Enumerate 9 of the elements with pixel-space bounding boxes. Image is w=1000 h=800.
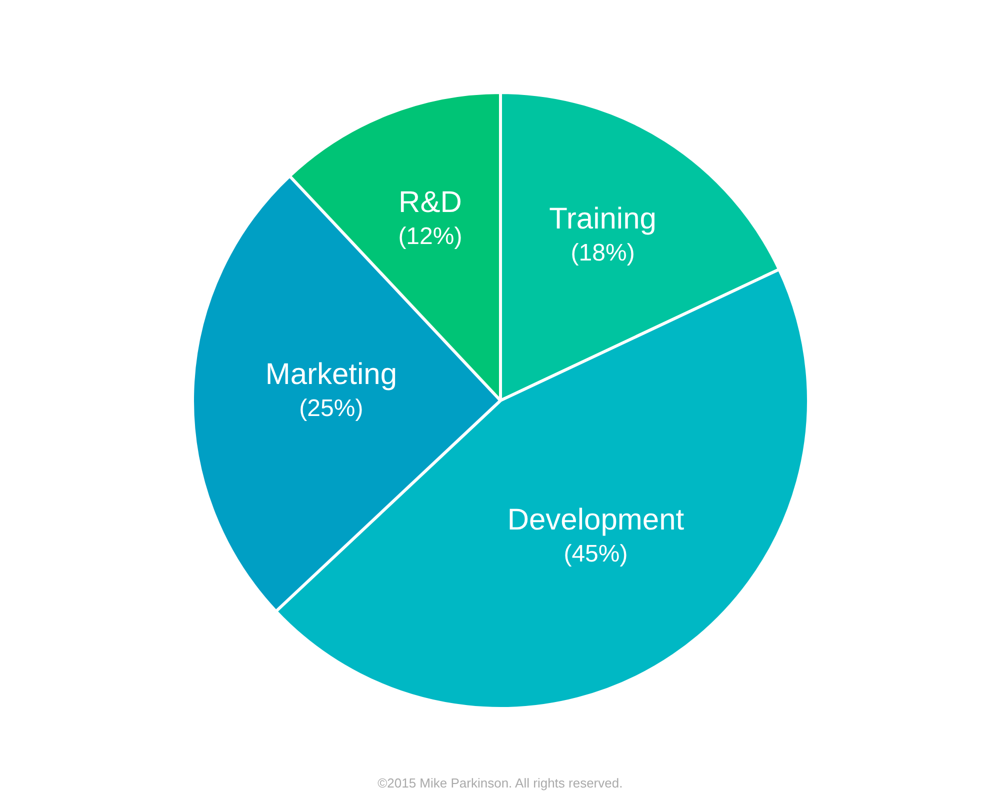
slice-label: Marketing <box>265 358 398 392</box>
data-label: (18%) <box>570 239 635 266</box>
data-label: (45%) <box>564 540 628 568</box>
slice-label: Training <box>549 202 656 236</box>
text: ©2015 Mike Parkinson. All rights reserved. <box>378 776 623 790</box>
slice-label: Development <box>507 504 685 537</box>
slice-label: R&D <box>398 186 462 219</box>
data-label: (12%) <box>398 222 462 250</box>
data-label: (25%) <box>299 395 364 422</box>
